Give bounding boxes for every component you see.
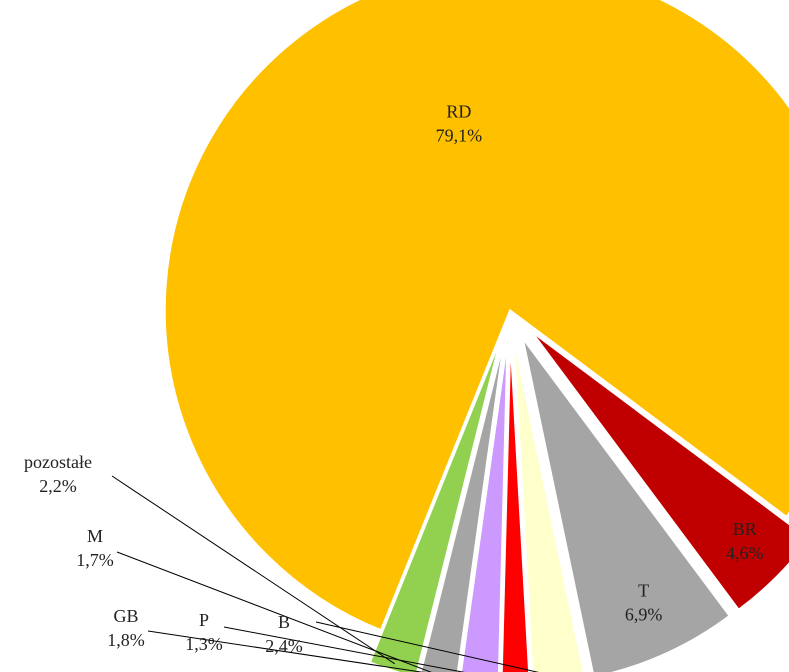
leader-lines <box>111 475 539 672</box>
leader-line <box>116 551 432 672</box>
slice-label: pozostałe <box>24 452 92 472</box>
pie-slice-br <box>532 332 789 611</box>
leader-line <box>111 475 396 665</box>
pie-slice-gb <box>460 343 508 672</box>
slice-label: T <box>638 581 649 601</box>
pie-slice-t <box>522 338 731 672</box>
slice-label: BR <box>733 519 757 539</box>
slice-value-label: 79,1% <box>436 125 483 145</box>
slice-label: GB <box>113 606 138 626</box>
pie-slice-m <box>420 343 505 672</box>
slice-value-label: 2,2% <box>39 476 77 496</box>
pie-slice-rd <box>164 0 789 631</box>
slice-value-label: 2,4% <box>265 636 303 656</box>
slice-value-label: 1,3% <box>185 634 223 654</box>
slice-labels: RD 79,1% BR 4,6% T 6,9% B 2,4% P 1,3% GB 1,8% M 1,7% p… <box>24 101 763 656</box>
slice-label: B <box>278 612 290 632</box>
leader-line <box>315 621 539 672</box>
leader-line <box>223 626 466 672</box>
pie-slices <box>164 0 789 672</box>
pie-slice-b <box>513 341 585 672</box>
slice-value-label: 4,6% <box>726 543 764 563</box>
slice-label: RD <box>446 101 471 121</box>
pie-slice-p <box>501 343 530 672</box>
slice-value-label: 1,8% <box>107 630 145 650</box>
slice-label: P <box>199 610 209 630</box>
leader-line <box>147 630 424 672</box>
slice-value-label: 6,9% <box>625 605 663 625</box>
slice-value-label: 1,7% <box>76 550 114 570</box>
slice-label: M <box>87 526 103 546</box>
pie-slice-pozosta-e <box>369 342 501 672</box>
